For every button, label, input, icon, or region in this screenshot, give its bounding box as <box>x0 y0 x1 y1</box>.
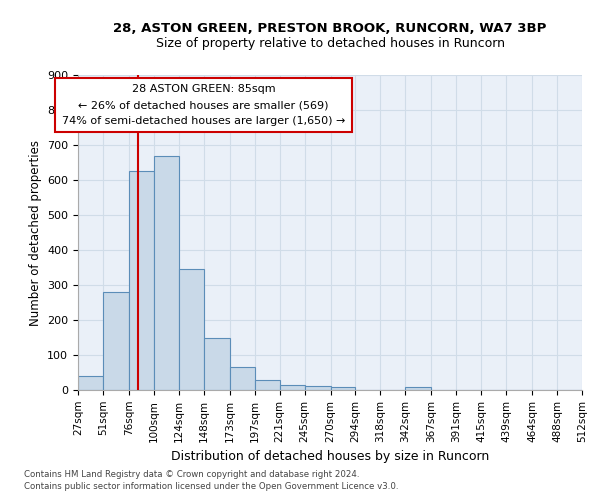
X-axis label: Distribution of detached houses by size in Runcorn: Distribution of detached houses by size … <box>171 450 489 463</box>
Bar <box>280 386 305 390</box>
Bar <box>406 387 431 390</box>
Y-axis label: Number of detached properties: Number of detached properties <box>29 140 41 326</box>
Text: Size of property relative to detached houses in Runcorn: Size of property relative to detached ho… <box>155 38 505 51</box>
Bar <box>254 380 280 390</box>
Bar <box>305 386 331 390</box>
Bar <box>230 367 254 390</box>
Bar <box>78 376 103 390</box>
Text: 28, ASTON GREEN, PRESTON BROOK, RUNCORN, WA7 3BP: 28, ASTON GREEN, PRESTON BROOK, RUNCORN,… <box>113 22 547 36</box>
Bar <box>204 338 230 390</box>
Text: Contains HM Land Registry data © Crown copyright and database right 2024.: Contains HM Land Registry data © Crown c… <box>24 470 359 479</box>
Text: 28 ASTON GREEN: 85sqm
← 26% of detached houses are smaller (569)
74% of semi-det: 28 ASTON GREEN: 85sqm ← 26% of detached … <box>62 84 346 126</box>
Bar <box>179 269 204 390</box>
Text: Contains public sector information licensed under the Open Government Licence v3: Contains public sector information licen… <box>24 482 398 491</box>
Bar <box>103 292 129 390</box>
Bar <box>331 386 355 390</box>
Bar <box>129 171 154 390</box>
Bar <box>154 156 179 390</box>
